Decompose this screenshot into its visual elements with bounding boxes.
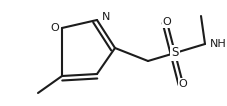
Text: NH: NH bbox=[210, 39, 227, 49]
Text: N: N bbox=[102, 12, 110, 22]
Text: O: O bbox=[179, 79, 187, 89]
Text: O: O bbox=[163, 17, 171, 27]
Text: O: O bbox=[51, 23, 59, 33]
Text: S: S bbox=[171, 47, 179, 59]
